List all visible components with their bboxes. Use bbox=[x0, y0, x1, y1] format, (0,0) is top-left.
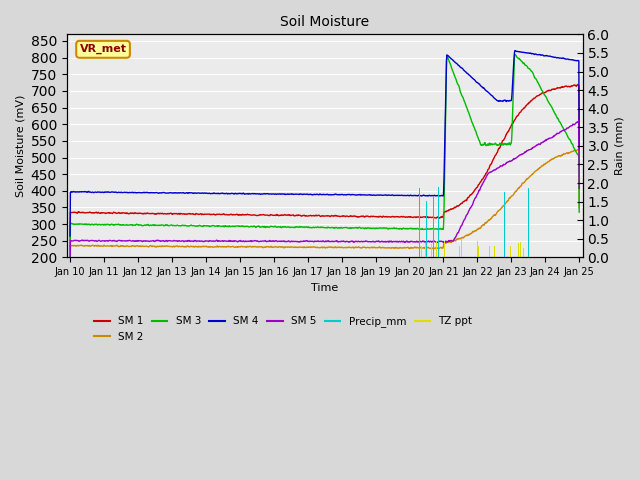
Title: Soil Moisture: Soil Moisture bbox=[280, 15, 369, 29]
Text: VR_met: VR_met bbox=[79, 44, 127, 54]
Y-axis label: Soil Moisture (mV): Soil Moisture (mV) bbox=[15, 95, 25, 197]
Y-axis label: Rain (mm): Rain (mm) bbox=[615, 117, 625, 175]
X-axis label: Time: Time bbox=[311, 283, 339, 293]
Legend: SM 1, SM 2, SM 3, SM 4, SM 5, Precip_mm, TZ ppt: SM 1, SM 2, SM 3, SM 4, SM 5, Precip_mm,… bbox=[90, 312, 477, 346]
